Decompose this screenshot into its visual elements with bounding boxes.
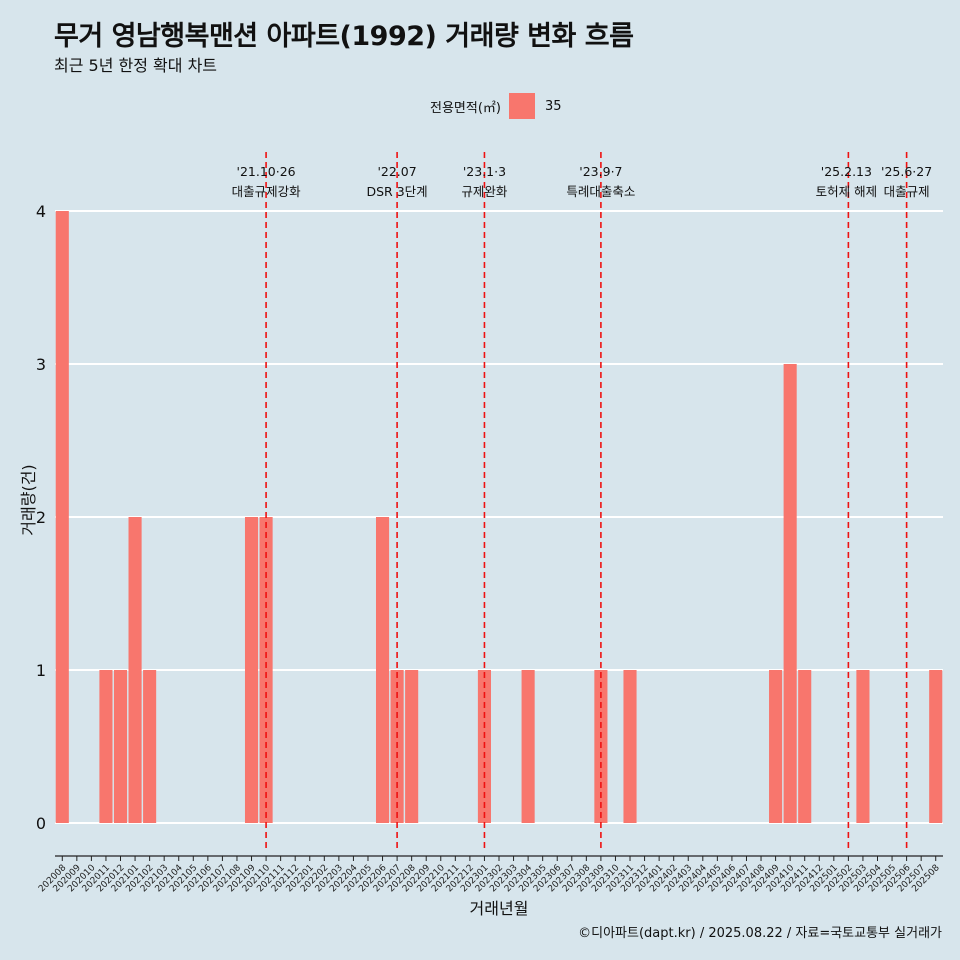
event-date-label: '21.10·26 [237,164,296,179]
bar [375,517,390,823]
bar [798,670,812,823]
x-axis-title: 거래년월 [470,899,529,918]
event-name-label: 특례대출축소 [566,184,635,199]
event-date-label: '22.07 [377,164,416,179]
bar [128,517,142,823]
bar [856,670,870,823]
y-tick-label: 3 [36,355,46,374]
legend-swatch [508,93,535,119]
bar [623,670,637,823]
bar [143,670,157,823]
bar [929,670,943,823]
legend: 전용면적(㎡) 35 [430,93,562,119]
event-date-label: '25.6·27 [881,164,932,179]
event-name-label: 토허제 해제 [816,184,877,199]
event-name-label: 대출규제 [884,184,930,199]
bar [405,670,419,823]
bar [783,364,797,823]
event-name-label: DSR 3단계 [367,184,428,199]
bar [769,670,783,823]
event-date-label: '25.2.13 [821,164,872,179]
legend-entry-label: 35 [544,98,562,114]
chart-subtitle: 최근 5년 한정 확대 차트 [54,56,218,75]
event-name-label: 대출규제강화 [232,184,302,199]
event-date-label: '23.1·3 [463,164,506,179]
bar [99,670,113,823]
chart-title: 무거 영남행복맨션 아파트(1992) 거래량 변화 흐름 [54,21,634,52]
event-name-label: 규제완화 [461,184,508,199]
bar [113,670,128,823]
legend-title: 전용면적(㎡) [430,100,501,116]
y-tick-label: 4 [36,202,46,221]
event-date-label: '23.9·7 [579,164,622,179]
bar [55,211,69,823]
chart-caption: ©디아파트(dapt.kr) / 2025.08.22 / 자료=국토교통부 실… [578,926,942,941]
bar [259,517,273,823]
y-tick-label: 0 [36,814,46,833]
y-axis-title: 거래량(건) [19,464,38,535]
y-tick-label: 1 [36,661,46,680]
y-tick-label: 2 [36,508,46,527]
bar [521,670,535,823]
bar [244,517,259,823]
